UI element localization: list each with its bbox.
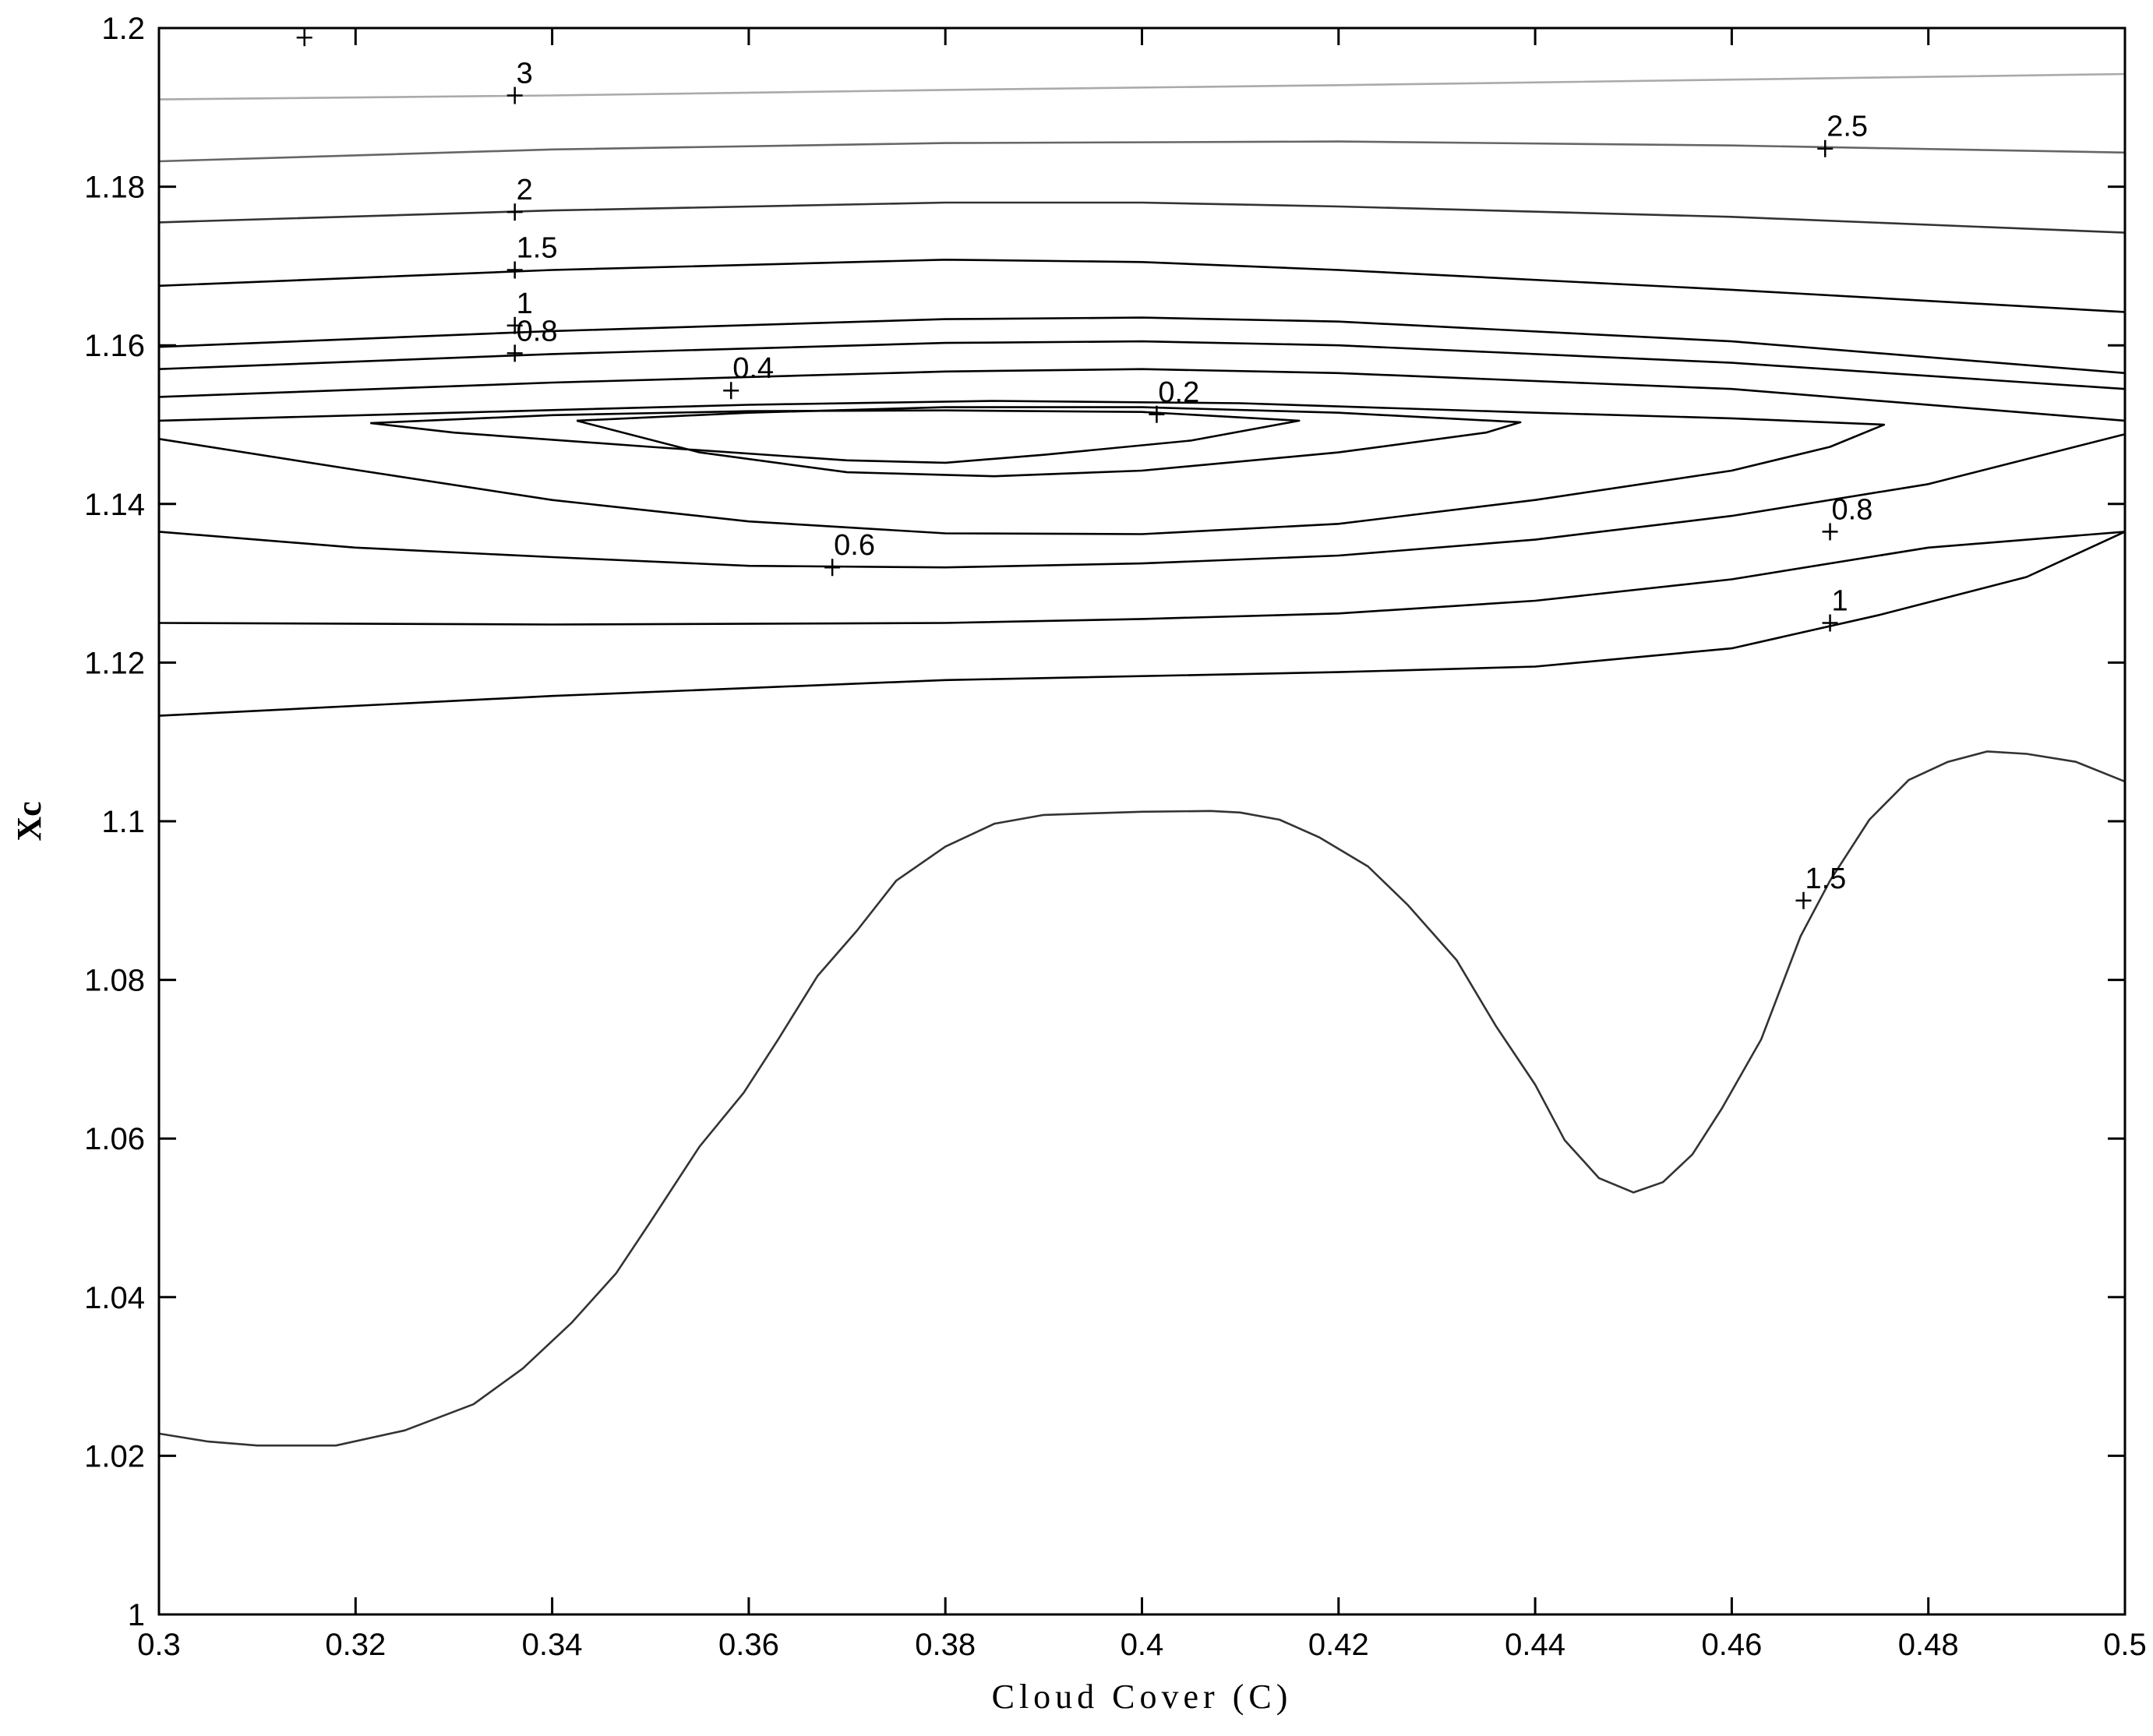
contour-line-7 — [158, 400, 1886, 535]
x-tick-labels: 0.3 0.32 0.34 0.36 0.38 0.4 0.42 0.44 0.46 0.48 0.… — [137, 1628, 2147, 1662]
contour-line-1 — [158, 140, 2126, 163]
y-tick-label: 1.04 — [84, 1281, 145, 1315]
contour-line-4 — [158, 316, 2126, 375]
contour-line-11 — [158, 531, 2126, 626]
contour-label: 0.6 — [834, 529, 875, 562]
y-tick-label: 1.16 — [84, 329, 145, 363]
y-tick-label: 1 — [128, 1598, 145, 1632]
y-tick-label: 1.12 — [84, 646, 145, 680]
contour-label: 2.5 — [1827, 111, 1868, 143]
contour-label: 2 — [517, 174, 533, 206]
y-tick-label: 1.2 — [101, 12, 145, 46]
x-tick-label: 0.38 — [915, 1628, 976, 1662]
contour-label-markers — [296, 29, 1838, 909]
y-tick-labels: 1 1.02 1.04 1.06 1.08 1.1 1.12 1.14 1.16 1.18 1.2 — [84, 12, 145, 1632]
contour-label: 1.5 — [517, 231, 558, 264]
plot-frame — [157, 26, 2127, 1616]
contour-lines — [158, 72, 2126, 1447]
contour-label: 0.8 — [1832, 493, 1873, 526]
contour-line-8 — [370, 409, 1301, 464]
y-tick-label: 1.14 — [84, 488, 145, 522]
x-tick-label: 0.48 — [1898, 1628, 1959, 1662]
contour-line-3 — [158, 259, 2126, 313]
contour-line-0 — [158, 72, 2126, 101]
x-tick-label: 0.4 — [1121, 1628, 1164, 1662]
x-tick-label: 0.5 — [2103, 1628, 2147, 1662]
y-axis-title: Xc — [10, 801, 48, 841]
contour-line-12 — [158, 531, 2126, 717]
contour-line-10 — [158, 432, 2126, 569]
contour-line-5 — [158, 340, 2126, 390]
contour-label: 0.2 — [1158, 376, 1199, 409]
tick-marks — [157, 26, 2127, 1616]
x-tick-label: 0.44 — [1505, 1628, 1565, 1662]
y-tick-label: 1.08 — [84, 964, 145, 998]
y-tick-label: 1.02 — [84, 1439, 145, 1473]
x-tick-label: 0.3 — [137, 1628, 181, 1662]
contour-label: 1.5 — [1805, 863, 1846, 895]
x-tick-label: 0.42 — [1308, 1628, 1369, 1662]
y-tick-label: 1.18 — [84, 171, 145, 205]
contour-label: 1 — [517, 288, 533, 320]
contour-labels: 32.521.510.80.40.20.60.811.5 — [517, 58, 1873, 895]
x-tick-label: 0.46 — [1701, 1628, 1762, 1662]
contour-label: 3 — [517, 58, 533, 90]
x-tick-label: 0.32 — [325, 1628, 386, 1662]
y-tick-label: 1.06 — [84, 1122, 145, 1156]
y-tick-label: 1.1 — [101, 805, 145, 839]
contour-label: 0.8 — [517, 315, 558, 348]
contour-line-9 — [576, 406, 1522, 478]
x-tick-label: 0.36 — [718, 1628, 779, 1662]
contour-line-2 — [158, 201, 2126, 234]
x-tick-label: 0.34 — [522, 1628, 583, 1662]
contour-line-6 — [158, 368, 2126, 422]
x-axis-title: Cloud Cover (C) — [992, 1678, 1293, 1716]
contour-label: 0.4 — [732, 352, 774, 385]
contour-line-13 — [158, 750, 2126, 1447]
contour-label: 1 — [1832, 585, 1848, 618]
